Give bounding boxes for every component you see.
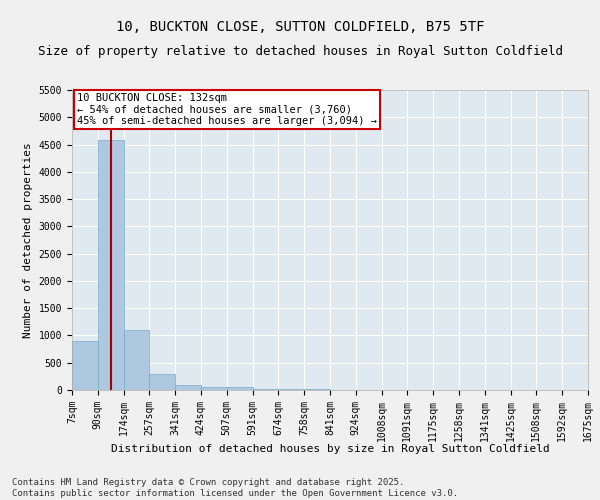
Text: Contains HM Land Registry data © Crown copyright and database right 2025.
Contai: Contains HM Land Registry data © Crown c… (12, 478, 458, 498)
Bar (227, 388, 253, 390)
Bar (201, 386, 227, 390)
Bar (72, 341, 98, 390)
Bar (124, 330, 149, 390)
Bar (175, 384, 201, 390)
Y-axis label: Number of detached properties: Number of detached properties (23, 142, 33, 338)
Bar (149, 374, 175, 390)
Text: 10 BUCKTON CLOSE: 132sqm
← 54% of detached houses are smaller (3,760)
45% of sem: 10 BUCKTON CLOSE: 132sqm ← 54% of detach… (77, 93, 377, 126)
Bar (253, 389, 278, 390)
Bar (98, 140, 124, 390)
Text: Size of property relative to detached houses in Royal Sutton Coldfield: Size of property relative to detached ho… (37, 45, 563, 58)
Text: 10, BUCKTON CLOSE, SUTTON COLDFIELD, B75 5TF: 10, BUCKTON CLOSE, SUTTON COLDFIELD, B75… (116, 20, 484, 34)
X-axis label: Distribution of detached houses by size in Royal Sutton Coldfield: Distribution of detached houses by size … (110, 444, 550, 454)
Bar (278, 389, 304, 390)
